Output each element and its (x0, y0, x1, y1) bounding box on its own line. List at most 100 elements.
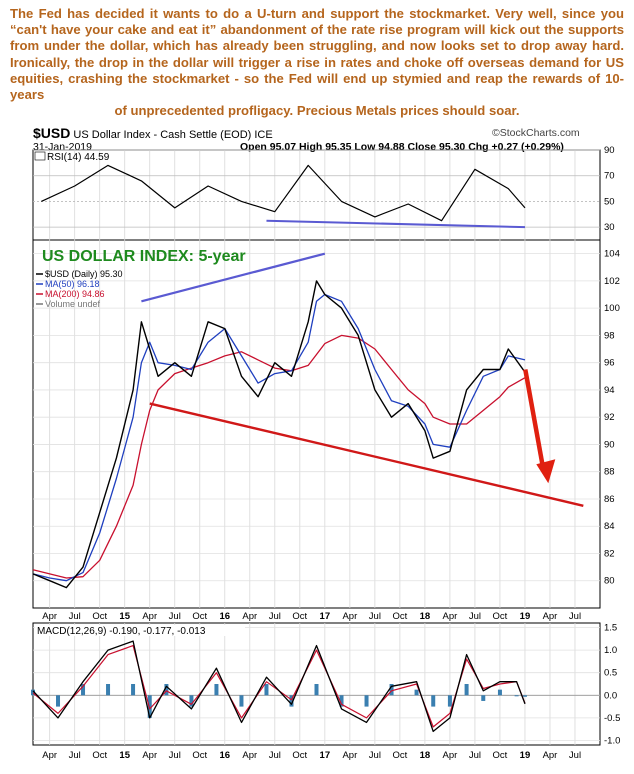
macd-x-tick-label: Apr (142, 750, 157, 761)
macd-x-tick-label: Oct (292, 750, 307, 761)
ma50-line (32, 293, 526, 582)
drop-arrow-shaft (523, 369, 546, 470)
macd-histogram-bar (364, 695, 369, 707)
price-x-tick-label: Oct (192, 611, 207, 622)
macd-histogram-bar (289, 695, 294, 707)
macd-x-tick-label: Apr (543, 750, 558, 761)
price-y-tick-label: 80 (604, 576, 615, 587)
macd-histogram-bar (339, 695, 344, 707)
macd-histogram-bar (189, 695, 194, 707)
macd-x-tick-label: Apr (42, 750, 57, 761)
price-legend-item: MA(50) 96.18 (45, 279, 100, 289)
price-x-tick-label: Apr (443, 611, 458, 622)
drop-arrow-head (536, 459, 556, 484)
price-x-tick-label: Oct (92, 611, 107, 622)
rsi-line (41, 164, 526, 222)
macd-histogram-bar (264, 684, 269, 696)
macd-x-tick-label: Apr (242, 750, 257, 761)
macd-x-tick-label: Oct (192, 750, 207, 761)
macd-histogram-bar (497, 689, 502, 696)
macd-y-tick-label: -1.0 (604, 735, 620, 746)
price-line (32, 280, 526, 589)
ma200-line (32, 334, 526, 579)
macd-histogram-bar (81, 684, 86, 696)
price-y-tick-label: 102 (604, 276, 620, 287)
macd-histogram-bar (31, 689, 35, 696)
macd-histogram-bar (239, 695, 244, 707)
price-y-tick-label: 94 (604, 385, 615, 396)
price-x-tick-label: 19 (520, 611, 531, 622)
price-x-tick-label: Oct (493, 611, 508, 622)
rsi-legend: RSI(14) 44.59 (47, 152, 110, 163)
macd-line (32, 640, 526, 733)
price-x-tick-label: 16 (219, 611, 230, 622)
price-legend-item: Volume undef (45, 299, 101, 309)
price-x-tick-label: Jul (69, 611, 81, 622)
price-x-tick-label: Apr (142, 611, 157, 622)
price-panel-frame (32, 239, 601, 609)
macd-x-tick-label: Oct (392, 750, 407, 761)
price-y-tick-label: 104 (604, 249, 620, 260)
price-x-tick-label: 18 (420, 611, 431, 622)
macd-x-tick-label: Oct (92, 750, 107, 761)
price-y-tick-label: 92 (604, 412, 615, 423)
macd-x-tick-label: 15 (119, 750, 130, 761)
price-legend-item: $USD (Daily) 95.30 (45, 269, 123, 279)
macd-panel-frame (32, 622, 601, 746)
macd-histogram-bar (106, 684, 111, 696)
chart-title: US DOLLAR INDEX: 5-year (42, 248, 246, 265)
macd-x-tick-label: 17 (320, 750, 331, 761)
price-x-tick-label: Apr (342, 611, 357, 622)
macd-y-tick-label: 0.5 (604, 668, 617, 679)
price-x-tick-label: Jul (569, 611, 581, 622)
macd-x-tick-label: 16 (219, 750, 230, 761)
price-y-tick-label: 90 (604, 439, 615, 450)
lower-trendline (149, 402, 584, 507)
rsi-y-tick-label: 50 (604, 196, 615, 207)
price-x-tick-label: 15 (119, 611, 130, 622)
macd-y-tick-label: -0.5 (604, 713, 620, 724)
macd-y-tick-label: 1.5 (604, 623, 617, 634)
macd-x-tick-label: Jul (369, 750, 381, 761)
price-y-tick-label: 96 (604, 358, 615, 369)
macd-y-tick-label: 0.0 (604, 690, 617, 701)
macd-x-tick-label: 19 (520, 750, 531, 761)
price-x-tick-label: Jul (269, 611, 281, 622)
macd-x-tick-label: 18 (420, 750, 431, 761)
macd-x-tick-label: Jul (469, 750, 481, 761)
price-y-tick-label: 84 (604, 521, 615, 532)
macd-histogram-bar (414, 689, 419, 696)
macd-histogram-bar (447, 695, 452, 707)
macd-x-tick-label: Oct (493, 750, 508, 761)
macd-histogram-bar (164, 684, 169, 696)
macd-histogram-bar (481, 695, 486, 701)
macd-histogram-bar (514, 695, 519, 697)
macd-histogram-bar (464, 684, 469, 696)
price-legend-item: MA(200) 94.86 (45, 289, 105, 299)
price-y-tick-label: 98 (604, 330, 615, 341)
price-x-tick-label: Jul (169, 611, 181, 622)
price-x-tick-label: Oct (392, 611, 407, 622)
price-y-tick-label: 82 (604, 548, 615, 559)
macd-histogram-bar (214, 684, 219, 696)
rsi-y-tick-label: 30 (604, 222, 615, 233)
macd-histogram-bar (431, 695, 436, 707)
macd-x-tick-label: Apr (342, 750, 357, 761)
macd-legend: MACD(12,26,9) -0.190, -0.177, -0.013 (37, 626, 206, 637)
price-y-tick-label: 86 (604, 494, 615, 505)
price-x-tick-label: Apr (42, 611, 57, 622)
chart-symbol-row: $USD US Dollar Index - Cash Settle (EOD)… (33, 125, 273, 141)
stockcharts-credit: ©StockCharts.com (492, 127, 580, 139)
macd-legend-bg (35, 625, 245, 636)
commentary-last-line: of unprecedented profligacy. Precious Me… (114, 103, 520, 119)
price-x-tick-label: Jul (369, 611, 381, 622)
price-x-tick-label: 17 (320, 611, 331, 622)
price-x-tick-label: Oct (292, 611, 307, 622)
macd-histogram-bar (147, 695, 152, 718)
upper-trendline (141, 252, 326, 303)
chart-instrument-name: US Dollar Index - Cash Settle (EOD) ICE (73, 129, 273, 141)
rsi-trendline (266, 219, 525, 229)
macd-y-tick-label: 1.0 (604, 645, 617, 656)
rsi-y-tick-label: 70 (604, 171, 615, 182)
